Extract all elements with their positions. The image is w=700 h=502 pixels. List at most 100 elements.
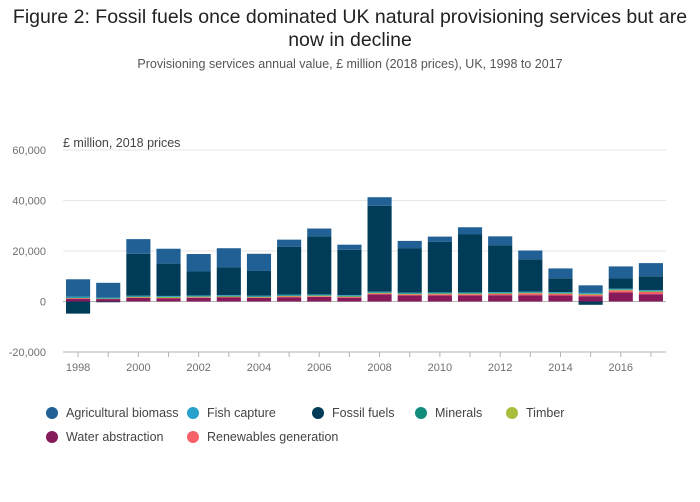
- bar-agricultural-biomass-2014: [548, 268, 573, 279]
- legend-swatch: [46, 407, 58, 419]
- bar-water-abstraction-2003: [216, 297, 241, 302]
- bar-fish-capture-2015: [578, 292, 603, 294]
- legend-swatch: [187, 407, 199, 419]
- bar-fossil-fuels-2003: [216, 267, 241, 296]
- bar-renewables-generation-2013: [518, 293, 543, 296]
- bar-minerals-2008: [367, 292, 392, 293]
- bar-fossil-fuels-2002: [186, 271, 211, 296]
- bar-timber-2009: [397, 293, 422, 295]
- bar-minerals-2007: [337, 295, 362, 297]
- chart-subtitle: Provisioning services annual value, £ mi…: [137, 57, 563, 71]
- bar-renewables-generation-2005: [277, 296, 302, 298]
- bar-timber-2004: [246, 296, 272, 298]
- bar-fossil-fuels-2006: [307, 236, 332, 295]
- bar-minerals-2009: [397, 293, 422, 294]
- bar-minerals-2015: [578, 293, 603, 295]
- bar-renewables-generation-2001: [156, 297, 181, 299]
- legend-label: Minerals: [435, 406, 483, 420]
- bar-renewables-generation-2014: [548, 293, 573, 296]
- bar-fish-capture-2001: [156, 295, 181, 297]
- bar-agricultural-biomass-2004: [246, 253, 272, 271]
- bar-fossil-fuels-2004: [246, 270, 272, 296]
- bar-agricultural-biomass-2006: [307, 228, 332, 237]
- bar-agricultural-biomass-2005: [277, 239, 302, 247]
- bar-agricultural-biomass-1998: [66, 279, 91, 297]
- legend-swatch: [506, 407, 518, 419]
- bar-fossil-fuels-2013: [518, 259, 543, 292]
- bar-minerals-2013: [518, 292, 543, 293]
- bar-water-abstraction-2010: [427, 295, 452, 302]
- bar-timber-2008: [367, 292, 392, 294]
- bar-fish-capture-2005: [277, 294, 302, 296]
- bar-timber-2003: [216, 296, 241, 297]
- bar-fossil-fuels-2008: [367, 205, 392, 292]
- bar-fossil-fuels-1998: [66, 301, 91, 314]
- legend-item[interactable]: Minerals: [415, 406, 482, 420]
- bar-agricultural-biomass-2015: [578, 285, 603, 293]
- bar-agricultural-biomass-2010: [427, 236, 452, 242]
- legend-item[interactable]: Water abstraction: [46, 430, 164, 444]
- x-tick-label: 1998: [66, 362, 90, 374]
- bar-minerals-2011: [457, 293, 483, 294]
- bar-agricultural-biomass-2003: [216, 248, 241, 268]
- bar-agricultural-biomass-2002: [186, 254, 211, 272]
- bar-fossil-fuels-2007: [337, 249, 362, 296]
- bar-timber-2006: [307, 295, 332, 297]
- legend-item[interactable]: Fish capture: [187, 406, 276, 420]
- bar-minerals-2004: [246, 296, 272, 297]
- bar-fish-capture-2008: [367, 291, 392, 293]
- bar-water-abstraction-2004: [246, 297, 272, 302]
- bar-fossil-fuels-2010: [427, 241, 452, 293]
- legend-label: Agricultural biomass: [66, 406, 179, 420]
- bar-minerals-2010: [427, 293, 452, 294]
- bar-fish-capture-2012: [488, 292, 513, 293]
- bar-fish-capture-2007: [337, 295, 362, 296]
- legend-item[interactable]: Fossil fuels: [312, 406, 395, 420]
- y-tick-label: 20,000: [12, 246, 46, 258]
- y-tick-label: 40,000: [12, 196, 46, 208]
- legend-item[interactable]: Timber: [506, 406, 564, 420]
- bar-renewables-generation-2007: [337, 296, 362, 298]
- bar-fish-capture-2010: [427, 292, 452, 294]
- x-tick-label: 2016: [609, 362, 633, 374]
- chart-title: Figure 2: Fossil fuels once dominated UK…: [12, 6, 688, 51]
- bar-minerals-2002: [186, 296, 211, 297]
- bar-timber-2011: [457, 293, 483, 295]
- bar-agricultural-biomass-2013: [518, 250, 543, 260]
- bar-timber-2013: [518, 292, 543, 294]
- bar-fossil-fuels-2000: [126, 253, 151, 296]
- bar-water-abstraction-2011: [457, 295, 483, 302]
- bar-water-abstraction-2009: [397, 295, 422, 302]
- bar-fish-capture-1999: [96, 297, 121, 299]
- y-tick-label: 0: [40, 297, 46, 309]
- bar-minerals-1998: [66, 297, 91, 298]
- bar-fish-capture-2003: [216, 295, 241, 296]
- bar-timber-2010: [427, 293, 452, 295]
- bar-fish-capture-1998: [66, 296, 91, 298]
- legend-item[interactable]: Agricultural biomass: [46, 406, 179, 420]
- bar-fossil-fuels-2005: [277, 246, 302, 295]
- bar-renewables-generation-2006: [307, 296, 332, 297]
- bar-fish-capture-2000: [126, 295, 151, 297]
- bar-fossil-fuels-2017: [638, 276, 663, 291]
- legend-item[interactable]: Renewables generation: [187, 430, 338, 444]
- bar-water-abstraction-2008: [367, 294, 392, 302]
- bar-renewables-generation-2002: [186, 297, 211, 298]
- x-tick-label: 2004: [247, 362, 271, 374]
- bar-fish-capture-2009: [397, 292, 422, 294]
- bar-renewables-generation-2010: [427, 294, 452, 296]
- bar-water-abstraction-2015: [578, 296, 603, 302]
- bar-timber-2002: [186, 296, 211, 298]
- bar-agricultural-biomass-2011: [457, 227, 483, 235]
- bar-agricultural-biomass-2000: [126, 239, 151, 254]
- bar-minerals-2012: [488, 292, 513, 294]
- bar-water-abstraction-2000: [126, 297, 151, 302]
- legend-label: Fossil fuels: [332, 406, 395, 420]
- legend-swatch: [312, 407, 324, 419]
- bar-renewables-generation-2017: [638, 291, 663, 295]
- bar-renewables-generation-2008: [367, 293, 392, 295]
- bar-renewables-generation-2011: [457, 294, 483, 296]
- bar-water-abstraction-2012: [488, 295, 513, 302]
- x-tick-label: 2010: [428, 362, 452, 374]
